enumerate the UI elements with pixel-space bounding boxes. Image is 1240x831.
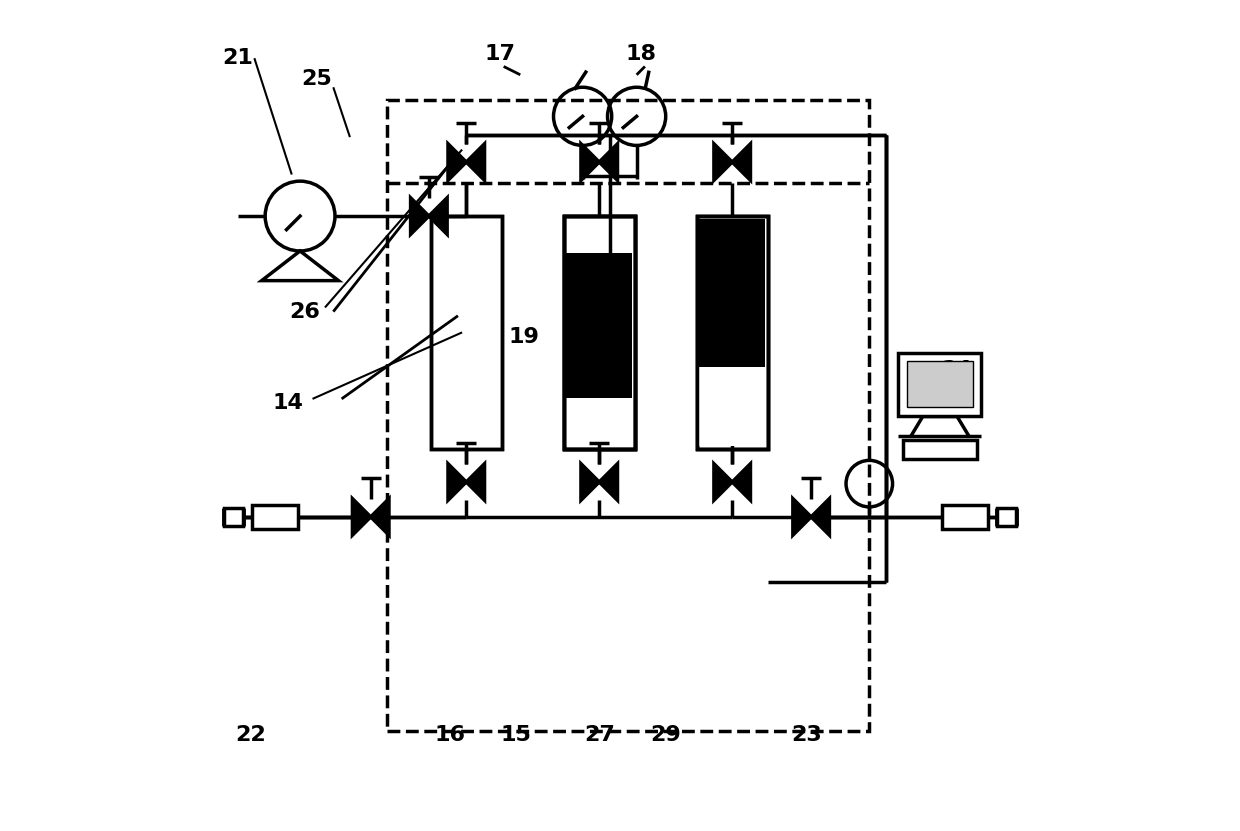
Bar (224, 508, 243, 526)
Polygon shape (371, 499, 389, 535)
Text: 25: 25 (301, 69, 332, 89)
Bar (697, 216, 768, 449)
Bar (564, 216, 635, 449)
Text: 15: 15 (501, 725, 532, 745)
Text: 23: 23 (791, 725, 822, 745)
Polygon shape (466, 144, 485, 180)
Bar (903, 440, 977, 459)
Polygon shape (714, 464, 732, 500)
Bar (699, 367, 765, 446)
Polygon shape (448, 144, 466, 180)
Text: 21: 21 (222, 48, 253, 68)
Polygon shape (410, 198, 429, 234)
Text: 19: 19 (508, 327, 539, 347)
Bar (432, 216, 502, 449)
Text: 17: 17 (484, 44, 515, 64)
Polygon shape (714, 144, 732, 180)
Bar (432, 216, 502, 449)
Bar (899, 353, 982, 416)
Text: 16: 16 (434, 725, 465, 745)
Bar (906, 361, 973, 407)
Bar (567, 253, 632, 446)
Bar (942, 505, 988, 529)
Bar (564, 216, 635, 449)
Text: 27: 27 (584, 725, 615, 745)
Bar (699, 219, 765, 446)
Text: 24: 24 (941, 360, 972, 380)
Polygon shape (352, 499, 371, 535)
Bar (567, 253, 632, 446)
Bar (697, 216, 768, 449)
Text: 18: 18 (625, 44, 656, 64)
Bar (564, 216, 635, 449)
Polygon shape (599, 144, 618, 180)
Polygon shape (448, 464, 466, 500)
Polygon shape (466, 464, 485, 500)
Text: 14: 14 (272, 393, 303, 413)
Polygon shape (732, 464, 750, 500)
Polygon shape (599, 464, 618, 500)
Text: 26: 26 (289, 302, 320, 322)
Polygon shape (582, 464, 599, 500)
Polygon shape (792, 499, 811, 535)
Bar (252, 505, 298, 529)
Bar (564, 216, 635, 449)
Polygon shape (429, 198, 448, 234)
Polygon shape (582, 144, 599, 180)
Bar (697, 216, 768, 449)
Bar (997, 508, 1016, 526)
Bar (567, 397, 632, 446)
Bar (564, 216, 635, 449)
Polygon shape (732, 144, 750, 180)
Text: 29: 29 (650, 725, 681, 745)
Polygon shape (811, 499, 830, 535)
Text: 22: 22 (234, 725, 265, 745)
